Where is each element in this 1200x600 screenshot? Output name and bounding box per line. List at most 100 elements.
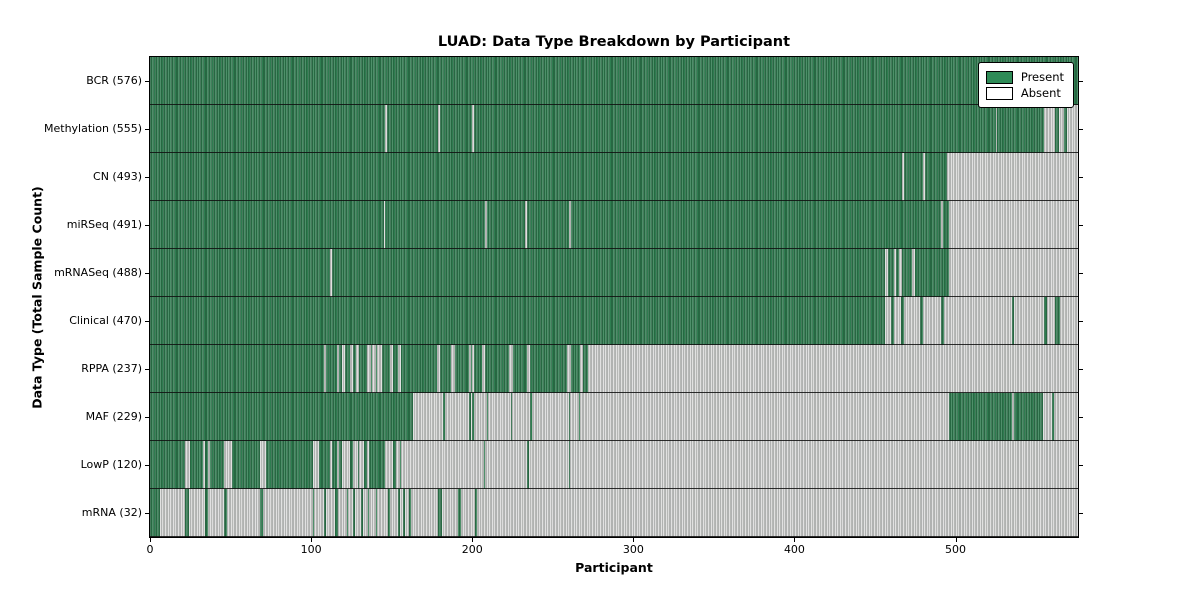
present-segment	[1013, 393, 1043, 441]
present-segment	[457, 489, 461, 537]
y-tick-label: miRSeq (491)	[66, 218, 142, 231]
present-segment	[920, 297, 924, 345]
x-tick-label: 300	[622, 543, 644, 556]
present-segment	[375, 345, 378, 393]
x-tick-label: 500	[945, 543, 967, 556]
heatmap-row-RPPA	[150, 345, 1078, 393]
present-segment	[473, 105, 996, 153]
heatmap-row-BCR	[150, 57, 1078, 105]
present-segment	[902, 249, 913, 297]
y-tick-mark	[1079, 465, 1083, 466]
present-segment	[150, 393, 413, 441]
legend: Present Absent	[977, 62, 1074, 108]
present-segment	[385, 201, 486, 249]
present-segment	[312, 489, 315, 537]
present-segment	[1052, 393, 1054, 441]
present-segment	[367, 489, 370, 537]
legend-present-label: Present	[1020, 70, 1064, 84]
y-tick-label: MAF (229)	[85, 410, 142, 423]
present-segment	[150, 57, 1078, 105]
x-axis-label: Participant	[575, 560, 653, 575]
present-segment	[388, 489, 391, 537]
y-tick-mark	[145, 129, 149, 130]
y-tick-mark	[145, 417, 149, 418]
present-segment	[904, 153, 924, 201]
y-tick-label: Methylation (555)	[44, 122, 142, 135]
y-tick-mark	[145, 321, 149, 322]
present-segment	[887, 249, 895, 297]
x-tick-label: 200	[461, 543, 483, 556]
present-segment	[266, 441, 313, 489]
y-tick-mark	[145, 465, 149, 466]
present-segment	[319, 441, 331, 489]
legend-item-present: Present	[985, 70, 1064, 84]
x-tick-mark	[794, 538, 796, 542]
y-tick-mark	[1079, 129, 1083, 130]
y-tick-mark	[145, 513, 149, 514]
present-segment	[527, 441, 529, 489]
present-segment	[578, 393, 581, 441]
heatmap-row-mRNASeq	[150, 249, 1078, 297]
present-segment	[232, 441, 260, 489]
present-segment	[364, 441, 368, 489]
x-tick-mark	[472, 538, 474, 542]
present-segment	[583, 345, 589, 393]
present-segment	[338, 345, 342, 393]
present-segment	[332, 441, 337, 489]
present-segment	[353, 489, 355, 537]
present-segment	[150, 249, 331, 297]
present-segment	[332, 249, 885, 297]
present-segment	[399, 441, 402, 489]
present-segment	[440, 345, 452, 393]
present-segment	[150, 297, 885, 345]
legend-item-absent: Absent	[985, 86, 1064, 100]
present-segment	[259, 489, 263, 537]
present-segment	[338, 441, 342, 489]
present-segment	[568, 441, 571, 489]
y-tick-label: Clinical (470)	[69, 314, 142, 327]
present-segment	[204, 489, 208, 537]
present-segment	[475, 489, 478, 537]
y-tick-mark	[145, 177, 149, 178]
present-segment	[924, 153, 948, 201]
present-segment	[915, 249, 950, 297]
x-tick-mark	[955, 538, 957, 542]
y-tick-label: mRNA (32)	[81, 506, 142, 519]
present-segment	[512, 345, 527, 393]
present-segment	[438, 489, 442, 537]
heatmap-row-MAF	[150, 393, 1078, 441]
present-segment	[486, 201, 526, 249]
present-segment	[393, 441, 397, 489]
heatmap-row-Methylation	[150, 105, 1078, 153]
y-tick-mark	[1079, 177, 1083, 178]
present-segment	[150, 153, 903, 201]
present-segment	[568, 393, 571, 441]
present-segment	[224, 489, 228, 537]
present-segment	[472, 393, 474, 441]
present-segment	[204, 441, 208, 489]
present-segment	[485, 345, 510, 393]
present-segment	[1063, 105, 1067, 153]
present-segment	[997, 105, 1045, 153]
x-tick-label: 0	[146, 543, 154, 556]
present-segment	[401, 345, 437, 393]
y-tick-mark	[145, 369, 149, 370]
present-segment	[346, 489, 349, 537]
present-segment	[440, 105, 473, 153]
y-tick-mark	[1079, 81, 1083, 82]
present-segment	[942, 201, 950, 249]
present-segment	[190, 441, 204, 489]
y-tick-label: CN (493)	[93, 170, 142, 183]
present-segment	[359, 345, 368, 393]
present-segment	[949, 393, 1012, 441]
present-segment	[353, 345, 357, 393]
y-tick-mark	[145, 273, 149, 274]
present-segment	[150, 489, 160, 537]
present-segment	[473, 345, 482, 393]
present-segment	[454, 345, 469, 393]
y-tick-mark	[1079, 369, 1083, 370]
present-segment	[386, 105, 439, 153]
present-segment	[370, 345, 373, 393]
y-tick-label: LowP (120)	[80, 458, 142, 471]
